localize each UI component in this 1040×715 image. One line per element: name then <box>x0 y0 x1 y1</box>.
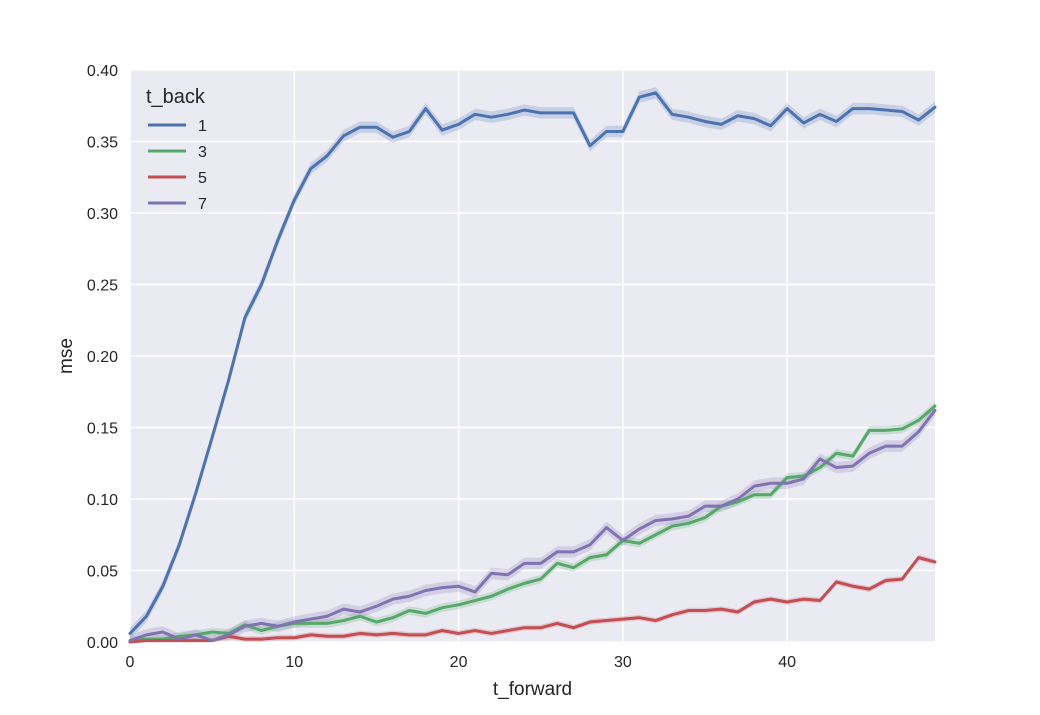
x-axis-label: t_forward <box>493 679 572 700</box>
x-tick-label: 0 <box>126 654 135 671</box>
legend: t_back 1 3 5 7 <box>146 86 207 213</box>
legend-label-7: 7 <box>198 196 207 213</box>
legend-label-3: 3 <box>198 144 207 161</box>
x-tick-label: 20 <box>450 654 468 671</box>
legend-label-5: 5 <box>198 170 207 187</box>
y-tick-label: 0.30 <box>87 206 118 223</box>
x-tick-label: 10 <box>285 654 303 671</box>
series-line-7 <box>128 408 937 643</box>
grid <box>129 69 935 643</box>
x-tick-label: 40 <box>778 654 796 671</box>
y-tick-label: 0.40 <box>87 63 118 80</box>
series-lines <box>128 91 937 644</box>
x-axis-ticks: 0 10 20 30 40 <box>126 654 797 671</box>
y-axis-ticks: 0.00 0.05 0.10 0.15 0.20 0.25 0.30 0.35 0.40 <box>87 63 118 652</box>
y-tick-label: 0.20 <box>87 349 118 366</box>
y-tick-label: 0.25 <box>87 278 118 295</box>
y-tick-label: 0.05 <box>87 564 118 581</box>
y-tick-label: 0.15 <box>87 421 118 438</box>
series-line-3 <box>128 404 937 643</box>
y-axis-label: mse <box>56 338 77 374</box>
legend-title: t_back <box>146 86 206 108</box>
x-tick-label: 30 <box>614 654 632 671</box>
y-tick-label: 0.10 <box>87 492 118 509</box>
series-line-1 <box>128 91 937 635</box>
y-tick-label: 0.35 <box>87 135 118 152</box>
legend-label-1: 1 <box>198 118 207 135</box>
series-line-5 <box>128 556 937 644</box>
y-tick-label: 0.00 <box>87 635 118 652</box>
